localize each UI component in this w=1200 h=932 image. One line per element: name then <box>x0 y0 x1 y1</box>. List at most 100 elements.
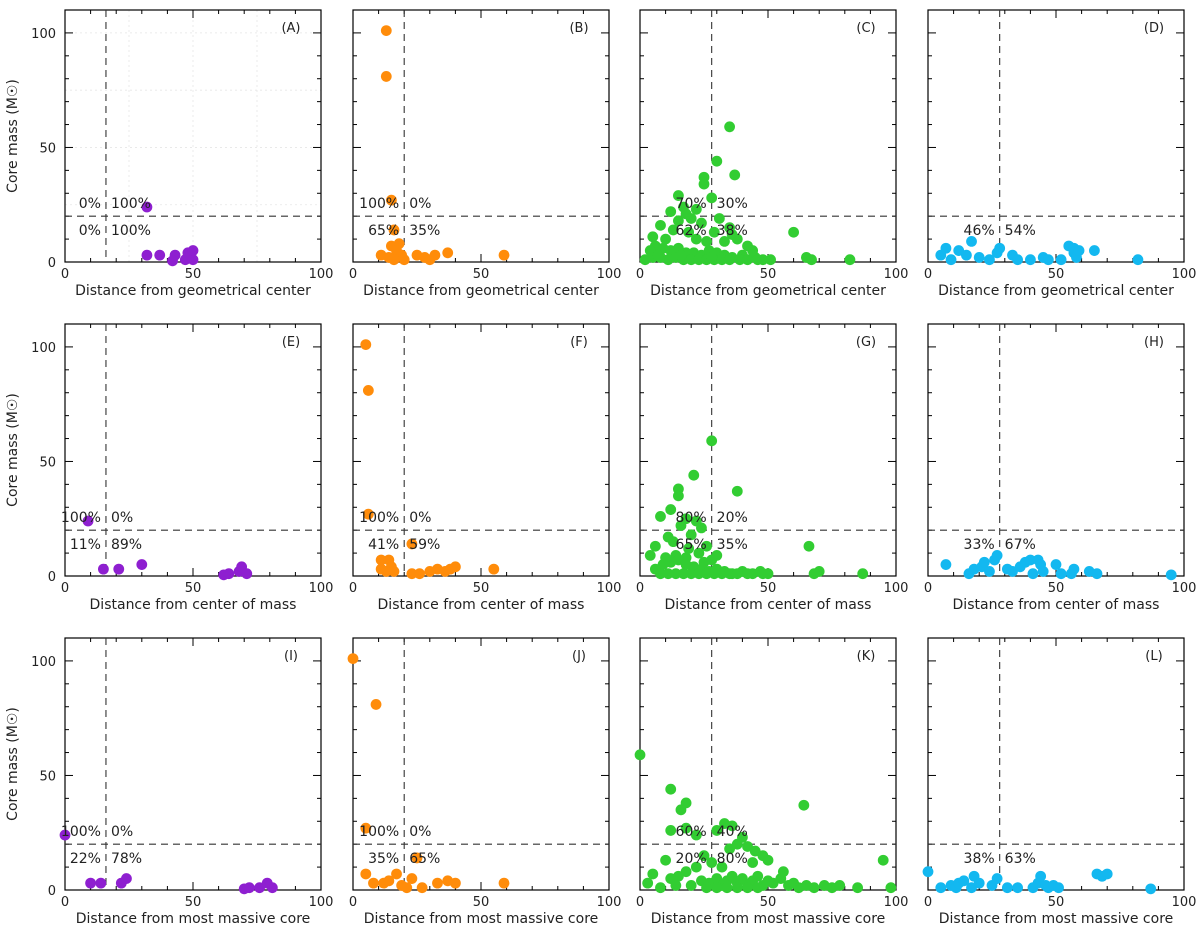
data-point <box>984 566 995 577</box>
data-point <box>665 206 677 218</box>
x-axis-label: Distance from most massive core <box>651 911 886 927</box>
data-point <box>652 249 664 261</box>
x-tick-label: 50 <box>185 267 202 282</box>
data-point <box>706 554 718 566</box>
data-point <box>690 861 702 873</box>
data-point <box>380 71 392 82</box>
data-point <box>432 877 443 889</box>
data-point <box>647 231 659 243</box>
data-point <box>698 178 710 190</box>
panel-label: (F) <box>570 335 588 350</box>
x-tick-label: 100 <box>597 267 622 282</box>
data-point <box>698 850 710 862</box>
data-point <box>708 226 720 238</box>
data-point <box>966 235 977 247</box>
data-point <box>973 252 985 263</box>
percent-lower-left: 65% <box>676 537 707 553</box>
data-point <box>380 25 392 37</box>
data-point <box>634 749 646 761</box>
x-tick-label: 100 <box>1172 895 1197 910</box>
data-point <box>685 213 697 224</box>
y-tick-label: 100 <box>31 341 56 356</box>
data-point <box>488 563 500 575</box>
data-point <box>398 254 410 266</box>
data-point <box>685 529 697 541</box>
x-tick-label: 0 <box>924 581 932 596</box>
data-point <box>852 882 863 894</box>
percent-lower-left: 38% <box>964 851 995 867</box>
data-point <box>401 882 413 894</box>
percent-lower-right: 65% <box>409 851 440 867</box>
data-point <box>978 556 990 568</box>
data-point <box>498 877 510 889</box>
data-point <box>187 245 199 256</box>
data-point <box>706 192 718 204</box>
data-point <box>665 825 677 836</box>
data-point <box>683 226 695 238</box>
panel-label: (D) <box>1144 21 1164 36</box>
panel-label: (A) <box>281 21 300 36</box>
data-point <box>655 882 666 894</box>
data-point <box>762 854 774 866</box>
data-point <box>731 233 743 245</box>
x-tick-label: 0 <box>349 581 357 596</box>
y-tick-label: 0 <box>48 884 56 899</box>
percent-upper-right: 100% <box>111 196 151 212</box>
data-point <box>141 249 153 261</box>
data-point <box>368 877 379 889</box>
data-point <box>1055 568 1067 580</box>
percent-upper-right: 20% <box>717 510 748 526</box>
x-tick-label: 50 <box>1048 581 1065 596</box>
data-point <box>777 866 789 878</box>
y-tick-label: 50 <box>39 769 56 784</box>
data-point <box>85 877 96 889</box>
x-tick-label: 50 <box>1048 895 1065 910</box>
y-tick-label: 100 <box>31 655 56 670</box>
data-point <box>922 866 934 878</box>
percent-lower-left: 35% <box>368 851 399 867</box>
data-point <box>857 568 869 580</box>
data-point <box>675 520 687 531</box>
data-point <box>429 249 441 261</box>
data-point <box>724 254 735 266</box>
data-point <box>243 882 255 894</box>
x-tick-label: 50 <box>185 895 202 910</box>
data-point <box>984 254 995 266</box>
data-point <box>711 825 723 836</box>
data-point <box>667 536 679 548</box>
data-point <box>711 882 723 894</box>
x-tick-label: 50 <box>473 895 490 910</box>
percent-lower-left: 22% <box>70 851 101 867</box>
data-point <box>716 254 728 266</box>
data-point <box>673 490 684 502</box>
data-point <box>1145 883 1157 895</box>
panel-g: 80% 20% 65% 35% (G) 0 50 100 Distance from cente… <box>636 323 909 613</box>
data-point <box>719 235 730 247</box>
data-point <box>1101 868 1113 880</box>
data-point <box>885 882 897 894</box>
percent-upper-left: 100% <box>61 824 101 840</box>
data-point <box>667 224 679 236</box>
data-point <box>734 254 746 266</box>
data-point <box>670 880 682 891</box>
panel-h: 33% 67% (H) 0 50 100 Distance from center of m… <box>924 323 1196 613</box>
x-tick-label: 100 <box>884 581 909 596</box>
x-tick-label: 100 <box>309 895 334 910</box>
data-point <box>803 540 815 552</box>
percent-lower-right: 80% <box>717 851 748 867</box>
x-axis-label: Distance from geometrical center <box>938 283 1174 299</box>
data-point <box>406 538 418 550</box>
x-axis-label: Distance from most massive core <box>76 911 311 927</box>
percent-lower-left: 0% <box>79 223 101 239</box>
y-tick-label: 0 <box>48 256 56 271</box>
x-tick-label: 0 <box>636 581 644 596</box>
data-point <box>1132 254 1144 266</box>
panel-label: (B) <box>569 21 588 36</box>
data-point <box>724 568 735 580</box>
percent-lower-right: 38% <box>717 223 748 239</box>
data-point <box>388 566 400 577</box>
x-tick-label: 50 <box>185 581 202 596</box>
data-point <box>406 873 418 884</box>
